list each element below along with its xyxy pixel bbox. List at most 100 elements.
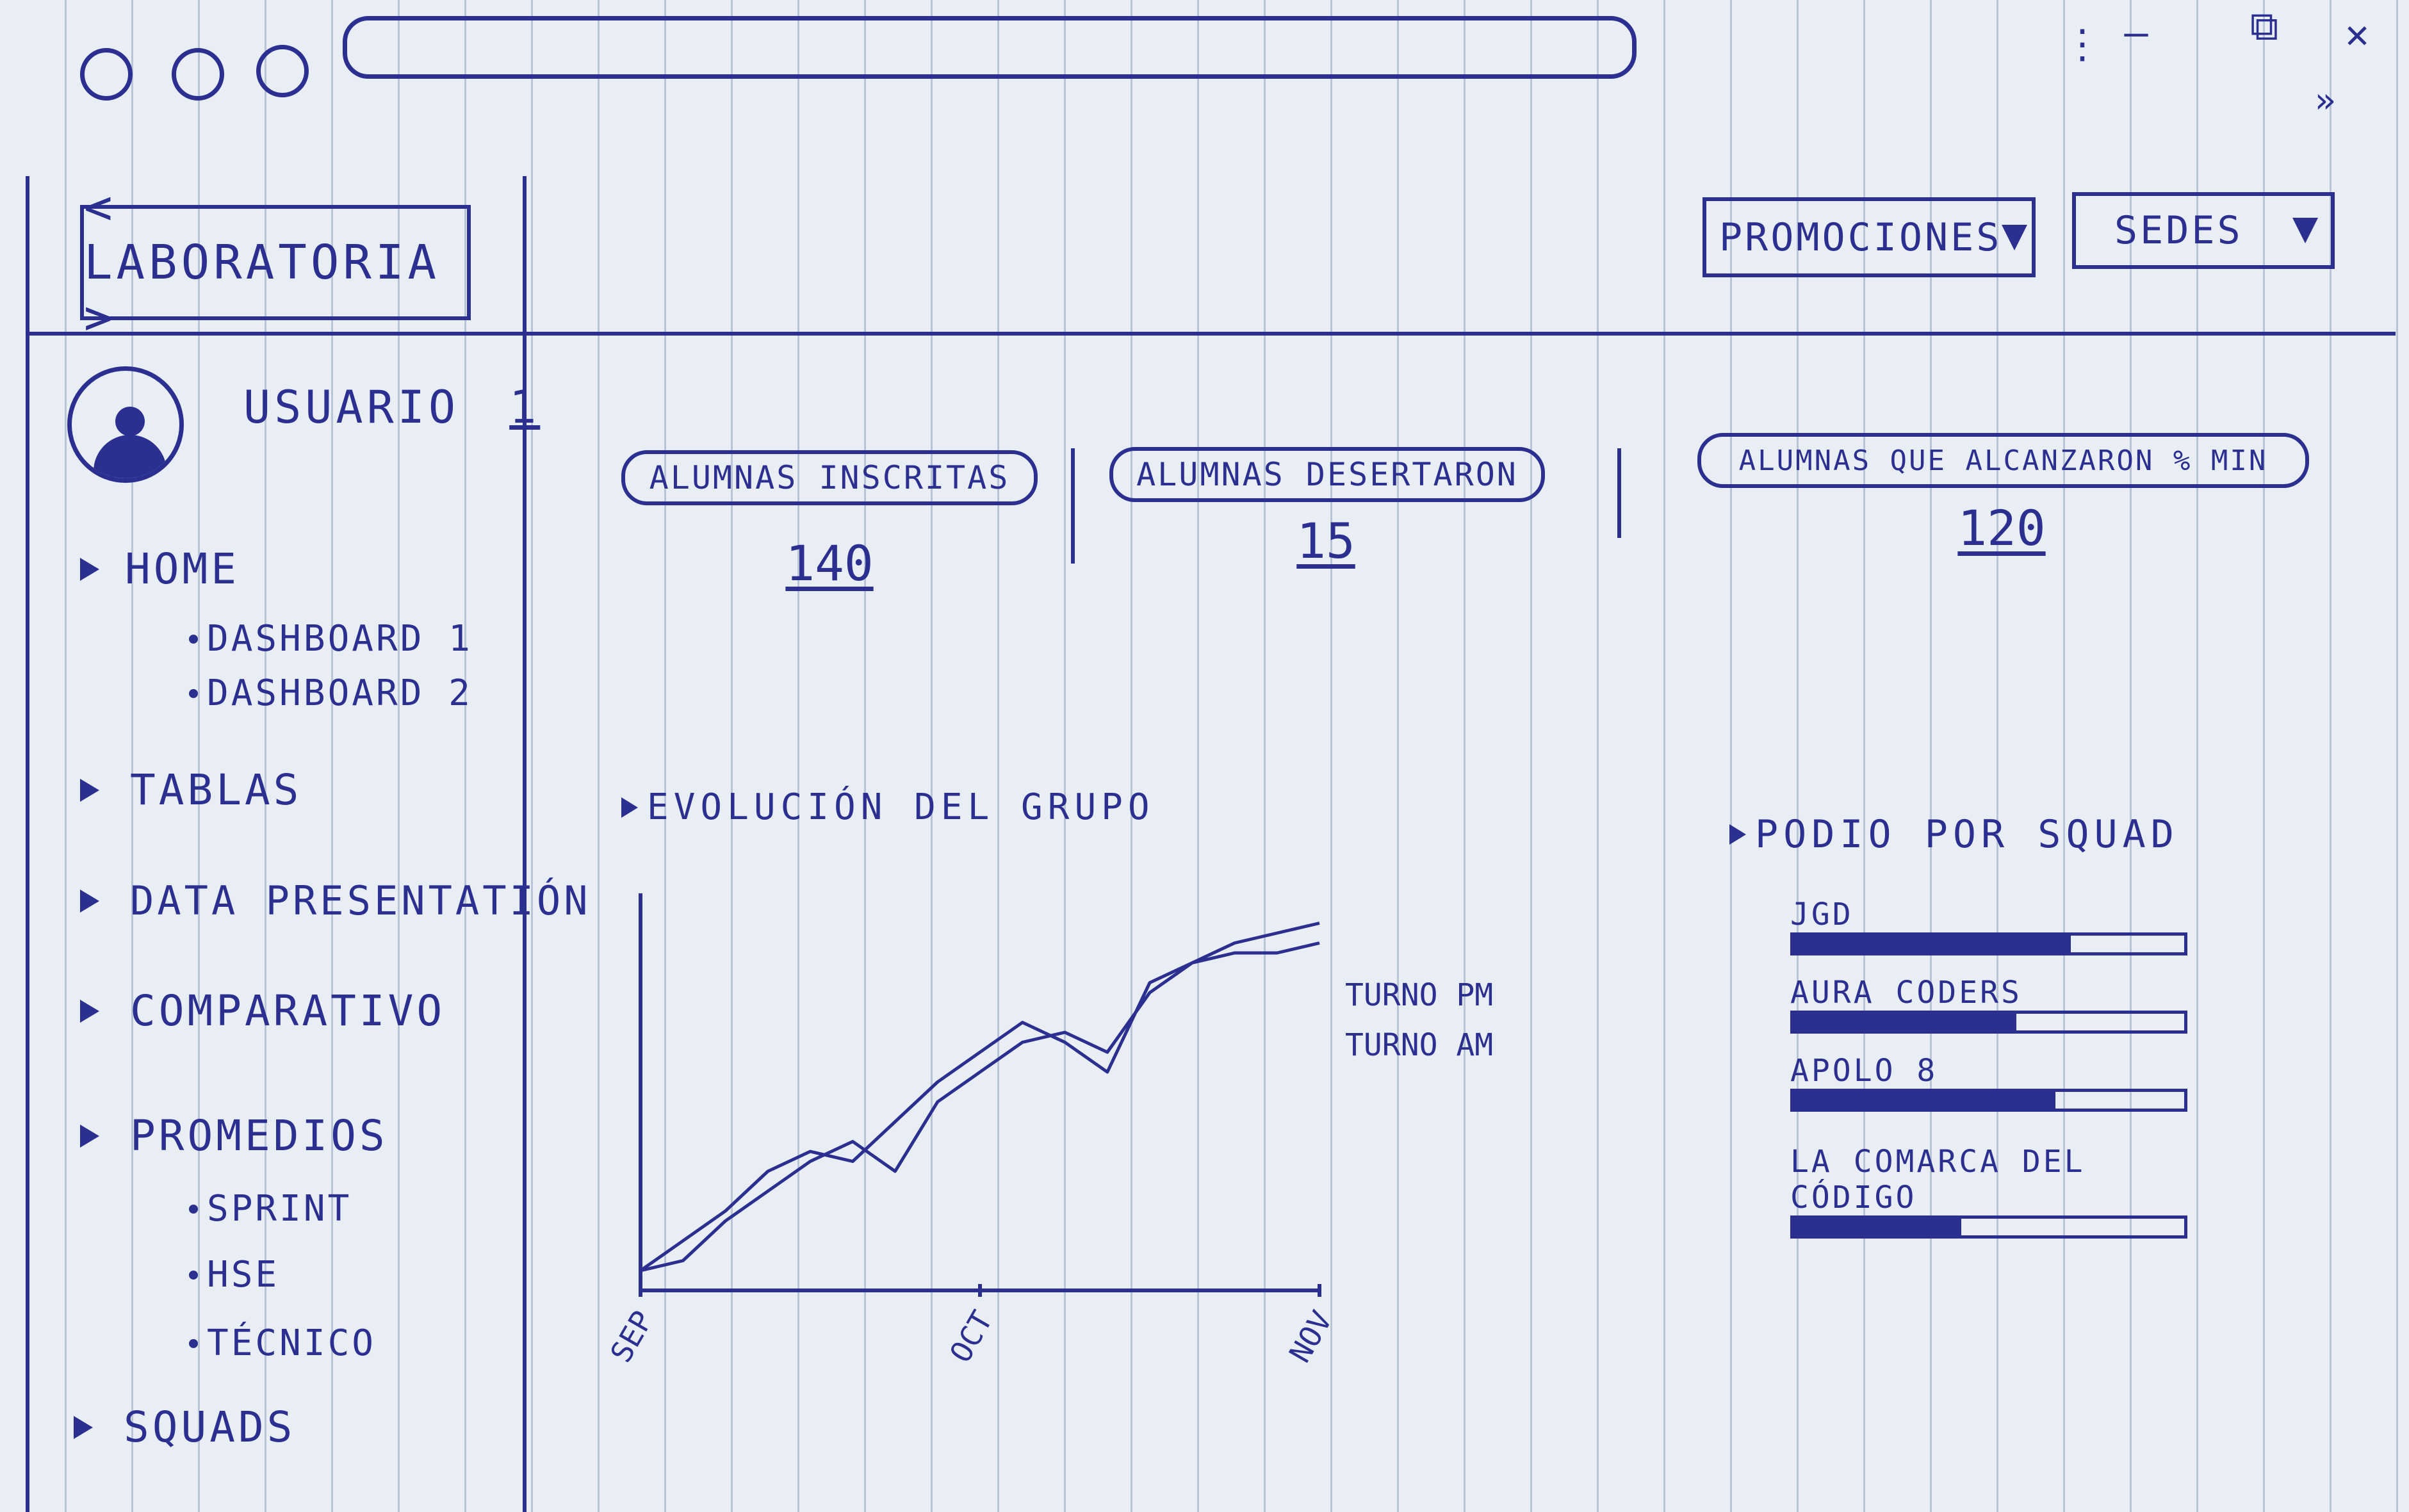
kpi-divider-1 [1071, 448, 1075, 564]
sidebar-item-promedios[interactable]: PROMEDIOS [80, 1111, 388, 1160]
sidebar-item-label: SQUADS [124, 1402, 296, 1452]
address-bar[interactable] [343, 16, 1637, 79]
sidebar-item-label: COMPARATIVO [130, 986, 446, 1036]
x-tick-label: NOV [1282, 1305, 1339, 1369]
minimize-icon[interactable]: – [2124, 9, 2148, 56]
sidebar-item-home[interactable]: HOME [80, 544, 240, 594]
bullet-icon [189, 634, 198, 644]
close-icon[interactable]: ✕ [2345, 10, 2369, 57]
squad-bar-fill [1793, 936, 2071, 952]
chart-title-text: EVOLUCIÓN DEL GRUPO [647, 786, 1155, 828]
series-label: TURNO AM [1345, 1027, 1493, 1063]
sidebar-subitem-dashboard-1[interactable]: DASHBOARD 1 [189, 618, 473, 660]
user-name: USUARIO 1 [243, 381, 540, 434]
kpi-label-text: ALUMNAS DESERTARON [1136, 456, 1518, 493]
podio-list: JGD AURA CODERS APOLO 8 LA COMARCA DEL CÓDI… [1790, 897, 2187, 1258]
sidebar-subitem-sprint[interactable]: SPRINT [189, 1188, 352, 1230]
bullet-icon [189, 1270, 198, 1280]
promociones-dropdown[interactable]: PROMOCIONES [1703, 197, 2036, 277]
chart-title: EVOLUCIÓN DEL GRUPO [621, 786, 1155, 828]
sidebar-subitem-label: HSE [207, 1254, 280, 1296]
triangle-right-icon [80, 889, 99, 913]
triangle-right-icon [80, 999, 99, 1023]
sidebar-item-squads[interactable]: SQUADS [74, 1402, 295, 1452]
squad-name: LA COMARCA DEL CÓDIGO [1790, 1144, 2086, 1215]
sidebar-subitem-label: SPRINT [207, 1188, 352, 1230]
avatar-head [115, 407, 145, 436]
triangle-right-icon [80, 778, 99, 802]
evolution-line-chart: SEP OCT NOV TURNO PM TURNO AM [608, 893, 1493, 1369]
user-number: 1 [509, 381, 541, 434]
sidebar-subitem-label: TÉCNICO [207, 1322, 377, 1364]
triangle-right-icon [74, 1415, 93, 1439]
sedes-dropdown[interactable]: SEDES [2072, 192, 2335, 269]
sidebar-item-data-presentation[interactable]: DATA PRESENTATIÓN [80, 877, 591, 924]
caret-down-icon [2002, 224, 2028, 250]
kpi-value-desertaron: 15 [1296, 512, 1355, 569]
logo-text: < LABORATORIA > [84, 180, 441, 345]
squad-bar-track [1790, 1011, 2187, 1034]
squad-bar-fill [1793, 1014, 2016, 1030]
kpi-label-alcanzaron: ALUMNAS QUE ALCANZARON % MIN [1697, 433, 2309, 488]
squad-name: APOLO 8 [1790, 1053, 1938, 1089]
podio-title: PODIO POR SQUAD [1729, 812, 2179, 857]
menu-dots-icon[interactable]: ⋮ [2062, 20, 2102, 67]
sidebar-item-comparativo[interactable]: COMPARATIVO [80, 986, 445, 1036]
x-tick-label: SEP [608, 1305, 660, 1369]
podio-row: APOLO 8 [1790, 1053, 2187, 1112]
squad-bar-fill [1793, 1219, 1962, 1235]
podio-row: AURA CODERS [1790, 975, 2187, 1034]
kpi-value-alcanzaron: 120 [1957, 500, 2046, 557]
podio-row: JGD [1790, 897, 2187, 955]
squad-bar-track [1790, 1215, 2187, 1239]
squad-name: AURA CODERS [1790, 975, 2022, 1011]
expand-icon[interactable]: » [2314, 80, 2336, 120]
triangle-right-icon [80, 557, 99, 581]
squad-bar-track [1790, 932, 2187, 955]
window-dot-2[interactable] [172, 48, 224, 101]
header-divider [26, 332, 2396, 336]
triangle-right-icon [621, 797, 638, 818]
sidebar-subitem-tecnico[interactable]: TÉCNICO [189, 1322, 376, 1364]
bullet-icon [189, 1204, 198, 1214]
sidebar-item-tablas[interactable]: TABLAS [80, 765, 302, 815]
sedes-label: SEDES [2114, 208, 2243, 253]
sidebar-item-label: DATA PRESENTATIÓN [130, 877, 591, 924]
left-border [26, 176, 29, 1512]
restore-icon[interactable]: ⧉ [2250, 3, 2279, 49]
kpi-value-inscritas: 140 [785, 535, 874, 592]
bullet-icon [189, 688, 198, 698]
avatar-body [94, 435, 167, 478]
kpi-label-inscritas: ALUMNAS INSCRITAS [621, 450, 1038, 505]
podio-title-text: PODIO POR SQUAD [1755, 812, 2179, 857]
sidebar-item-label: TABLAS [130, 765, 302, 815]
squad-name: JGD [1790, 897, 1854, 932]
caret-down-icon [2292, 218, 2318, 243]
series-line-turno-am [639, 941, 1320, 1272]
window-dot-3[interactable] [256, 45, 309, 97]
squad-bar-track [1790, 1089, 2187, 1112]
logo[interactable]: < LABORATORIA > [80, 180, 471, 345]
sidebar-divider [523, 176, 527, 1512]
kpi-label-text: ALUMNAS QUE ALCANZARON % MIN [1738, 444, 2268, 477]
bullet-icon [189, 1338, 198, 1348]
series-line-turno-pm [640, 922, 1320, 1272]
x-tick-label: OCT [943, 1305, 999, 1369]
sidebar-subitem-dashboard-2[interactable]: DASHBOARD 2 [189, 672, 473, 714]
kpi-label-desertaron: ALUMNAS DESERTARON [1109, 447, 1545, 502]
sidebar-item-label: HOME [125, 544, 240, 594]
sidebar-subitem-label: DASHBOARD 2 [207, 672, 473, 714]
podio-row: LA COMARCA DEL CÓDIGO [1790, 1144, 2187, 1239]
triangle-right-icon [1729, 824, 1746, 845]
sidebar-item-label: PROMEDIOS [130, 1111, 388, 1160]
triangle-right-icon [80, 1124, 99, 1148]
promociones-label: PROMOCIONES [1719, 215, 2002, 260]
squad-bar-fill [1793, 1092, 2055, 1109]
user-name-label: USUARIO [243, 381, 460, 434]
sidebar-subitem-label: DASHBOARD 1 [207, 618, 473, 660]
kpi-divider-2 [1617, 448, 1621, 538]
kpi-label-text: ALUMNAS INSCRITAS [649, 459, 1010, 496]
sidebar-subitem-hse[interactable]: HSE [189, 1254, 279, 1296]
avatar[interactable] [67, 366, 184, 483]
window-dot-1[interactable] [80, 48, 133, 101]
